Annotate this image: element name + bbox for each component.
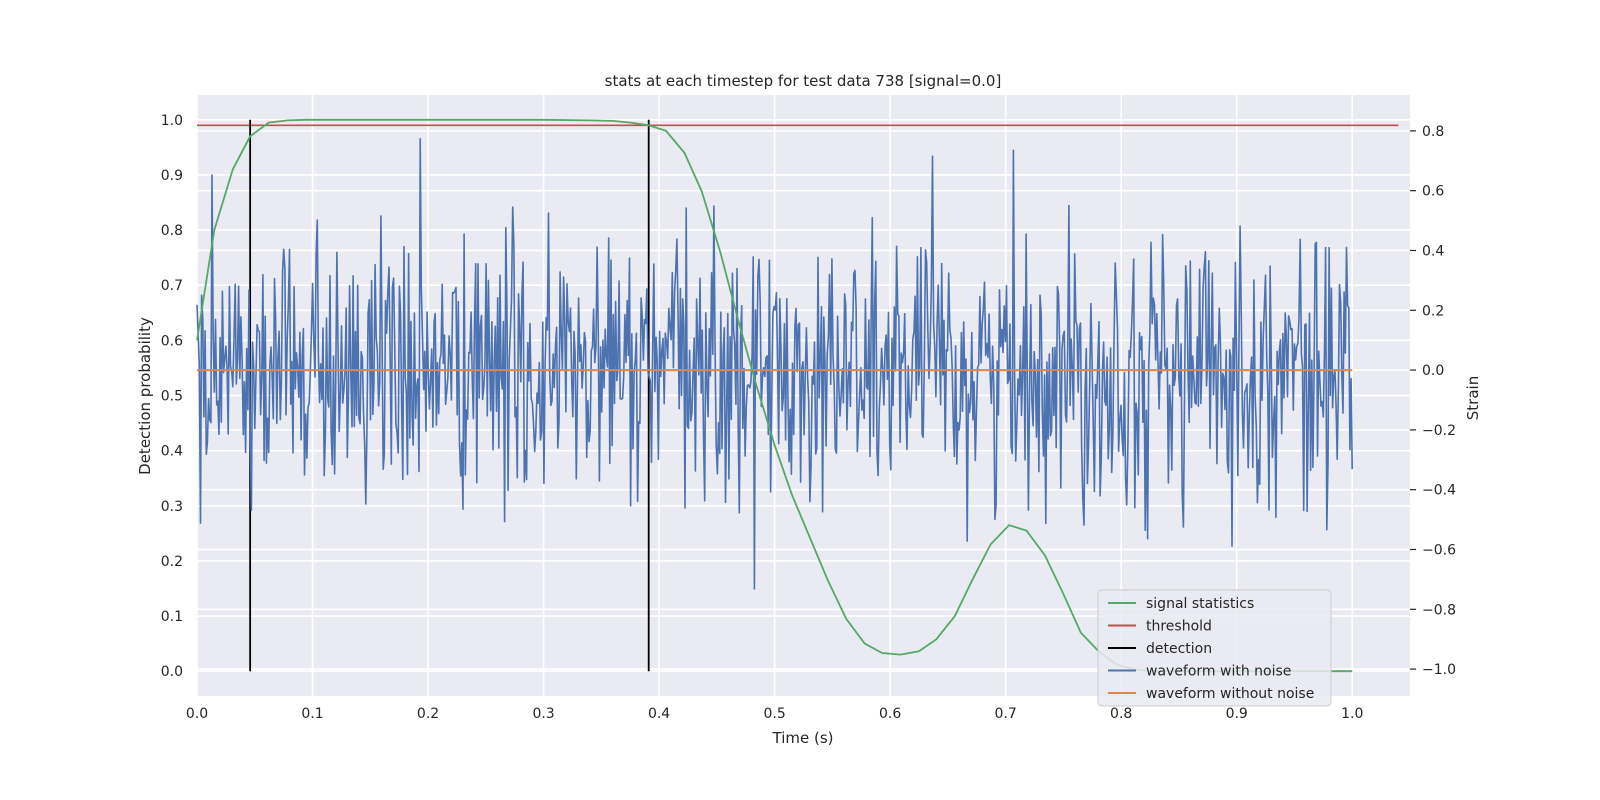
legend-box bbox=[1097, 589, 1332, 707]
y-tick-label: 0.4 bbox=[161, 444, 183, 460]
y-axis-ticks: 0.0 0.1 0.2 0.3 0.4 0.5 0.6 0.7 0.8 0.9 1.0 bbox=[161, 113, 183, 680]
y2-tick-label: 0.4 bbox=[1422, 243, 1444, 259]
x-tick-label: 0.0 bbox=[186, 706, 208, 722]
y2-tick-label: −0.6 bbox=[1422, 542, 1456, 558]
y2-tick-label: −0.2 bbox=[1422, 423, 1456, 439]
y-tick-label: 0.8 bbox=[161, 223, 183, 239]
legend-label: waveform with noise bbox=[1146, 664, 1291, 680]
x-tick-label: 0.1 bbox=[301, 706, 323, 722]
y2-tick-label: 0.6 bbox=[1422, 184, 1444, 200]
y-tick-label: 0.3 bbox=[161, 499, 183, 515]
y2-axis-ticks: −1.0 −0.8 −0.6 −0.4 −0.2 0.0 0.2 0.4 0.6 0.8 bbox=[1410, 124, 1456, 678]
legend-label: threshold bbox=[1146, 619, 1212, 635]
signal-statistics-line bbox=[196, 118, 1353, 673]
y2-tick-label: 0.2 bbox=[1422, 303, 1444, 319]
x-tick-label: 0.9 bbox=[1226, 706, 1248, 722]
y2-tick-label: 0.0 bbox=[1422, 363, 1444, 379]
legend-label: waveform without noise bbox=[1146, 686, 1314, 702]
x-tick-label: 0.8 bbox=[1110, 706, 1132, 722]
chart-title: stats at each timestep for test data 738… bbox=[605, 72, 1002, 90]
y2-axis-label: Strain bbox=[1464, 376, 1482, 420]
x-tick-label: 0.5 bbox=[763, 706, 785, 722]
legend-label: detection bbox=[1146, 641, 1212, 657]
x-tick-label: 0.2 bbox=[417, 706, 439, 722]
y2-tick-label: −0.8 bbox=[1422, 602, 1456, 618]
y-axis-label: Detection probability bbox=[136, 317, 154, 475]
waveform-with-noise-line bbox=[196, 138, 1353, 590]
y2-tick-label: 0.8 bbox=[1422, 124, 1444, 140]
y2-tick-label: −0.4 bbox=[1422, 483, 1456, 499]
x-tick-label: 0.4 bbox=[648, 706, 670, 722]
y-tick-label: 1.0 bbox=[161, 113, 183, 129]
x-tick-label: 0.6 bbox=[879, 706, 901, 722]
y-tick-label: 0.9 bbox=[161, 168, 183, 184]
y-tick-label: 0.0 bbox=[161, 664, 183, 680]
series-layer bbox=[196, 118, 1399, 673]
x-tick-label: 0.7 bbox=[995, 706, 1017, 722]
x-tick-label: 1.0 bbox=[1341, 706, 1363, 722]
x-tick-label: 0.3 bbox=[532, 706, 554, 722]
legend-label: signal statistics bbox=[1146, 596, 1254, 612]
y-tick-label: 0.7 bbox=[161, 278, 183, 294]
legend: signal statistics threshold detection wavef… bbox=[1097, 589, 1332, 707]
y2-tick-label: −1.0 bbox=[1422, 662, 1456, 678]
x-axis-ticks: 0.0 0.1 0.2 0.3 0.4 0.5 0.6 0.7 0.8 0.9 1.0 bbox=[186, 706, 1364, 722]
y-tick-label: 0.6 bbox=[161, 333, 183, 349]
x-axis-label: Time (s) bbox=[772, 729, 834, 747]
y-tick-label: 0.5 bbox=[161, 389, 183, 405]
y-tick-label: 0.1 bbox=[161, 609, 183, 625]
y-tick-label: 0.2 bbox=[161, 554, 183, 570]
